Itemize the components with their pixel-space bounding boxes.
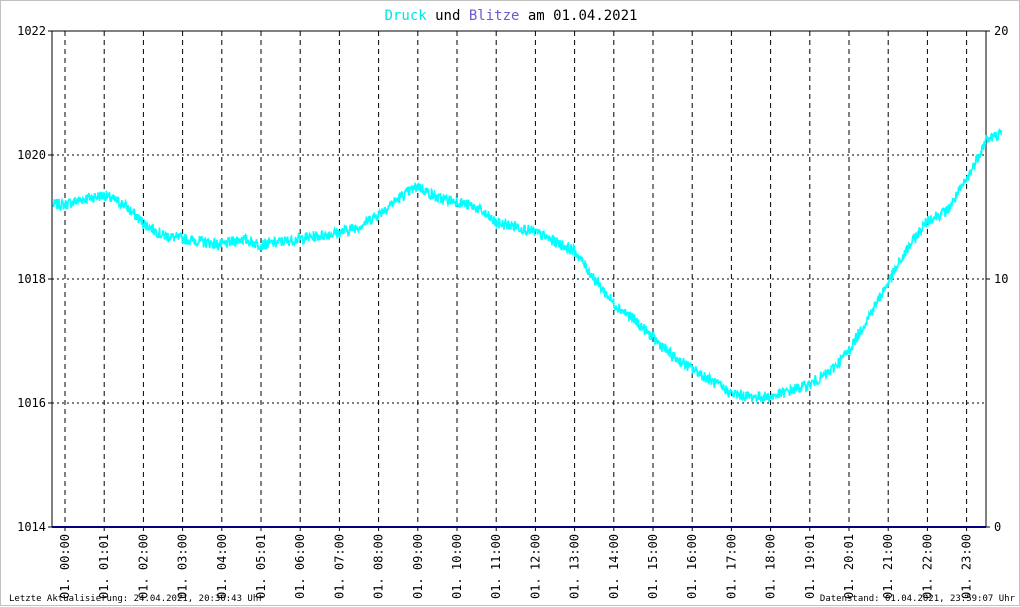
x-tick-label-6: 01. 06:00 <box>293 534 307 599</box>
grid-lines <box>52 31 986 527</box>
title-series-blitze: Blitze <box>469 8 520 24</box>
x-tick-label-17: 01. 17:00 <box>724 534 738 599</box>
x-tick-label-19: 01. 19:01 <box>803 534 817 599</box>
x-tick-label-0: 01. 00:00 <box>58 534 72 599</box>
x-tick-label-15: 01. 15:00 <box>646 534 660 599</box>
y-left-tick-label-0: 1014 <box>17 520 46 534</box>
right-axis-ticks: 0 10 20 <box>986 24 1008 534</box>
y-left-tick-label-1: 1016 <box>17 396 46 410</box>
x-tick-label-10: 01. 10:00 <box>450 534 464 599</box>
series-druck-line <box>52 128 1003 404</box>
x-tick-label-9: 01. 09:00 <box>411 534 425 599</box>
x-tick-label-8: 01. 08:00 <box>372 534 386 599</box>
x-tick-label-23: 01. 23:00 <box>960 534 974 599</box>
x-tick-label-20: 01. 20:01 <box>842 534 856 599</box>
y-left-tick-label-4: 1022 <box>17 24 46 38</box>
footer-data-status: Datenstand: 01.04.2021, 23:59:07 Uhr <box>820 594 1016 604</box>
x-tick-label-18: 01. 18:00 <box>764 534 778 599</box>
x-tick-label-22: 01. 22:00 <box>920 534 934 599</box>
x-tick-label-4: 01. 04:00 <box>215 534 229 599</box>
title-word-am: am <box>528 8 545 24</box>
footer-last-update: Letzte Aktualisierung: 24.04.2021, 20:30… <box>9 594 264 604</box>
x-tick-label-3: 01. 03:00 <box>176 534 190 599</box>
x-tick-label-7: 01. 07:00 <box>332 534 346 599</box>
x-tick-label-2: 01. 02:00 <box>136 534 150 599</box>
x-tick-label-11: 01. 11:00 <box>489 534 503 599</box>
x-tick-label-14: 01. 14:00 <box>607 534 621 599</box>
x-tick-label-5: 01. 05:01 <box>254 534 268 599</box>
x-axis-ticks: 01. 00:00 01. 01:01 01. 02:00 01. 03:00 01. … <box>58 527 974 599</box>
x-tick-label-21: 01. 21:00 <box>881 534 895 599</box>
y-right-tick-label-1: 10 <box>994 272 1008 286</box>
title-series-druck: Druck <box>385 8 428 24</box>
y-left-tick-label-2: 1018 <box>17 272 46 286</box>
title-date: 01.04.2021 <box>553 8 637 24</box>
x-tick-label-13: 01. 13:00 <box>568 534 582 599</box>
y-right-tick-label-0: 0 <box>994 520 1001 534</box>
y-right-tick-label-2: 20 <box>994 24 1008 38</box>
left-axis-ticks: 1014 1016 1018 1020 1022 <box>17 24 52 534</box>
title-word-und: und <box>435 8 460 24</box>
x-tick-label-12: 01. 12:00 <box>528 534 542 599</box>
y-left-tick-label-3: 1020 <box>17 148 46 162</box>
chart-title: Druck und Blitze am 01.04.2021 <box>385 8 638 24</box>
x-tick-label-16: 01. 16:00 <box>685 534 699 599</box>
x-tick-label-1: 01. 01:01 <box>97 534 111 599</box>
